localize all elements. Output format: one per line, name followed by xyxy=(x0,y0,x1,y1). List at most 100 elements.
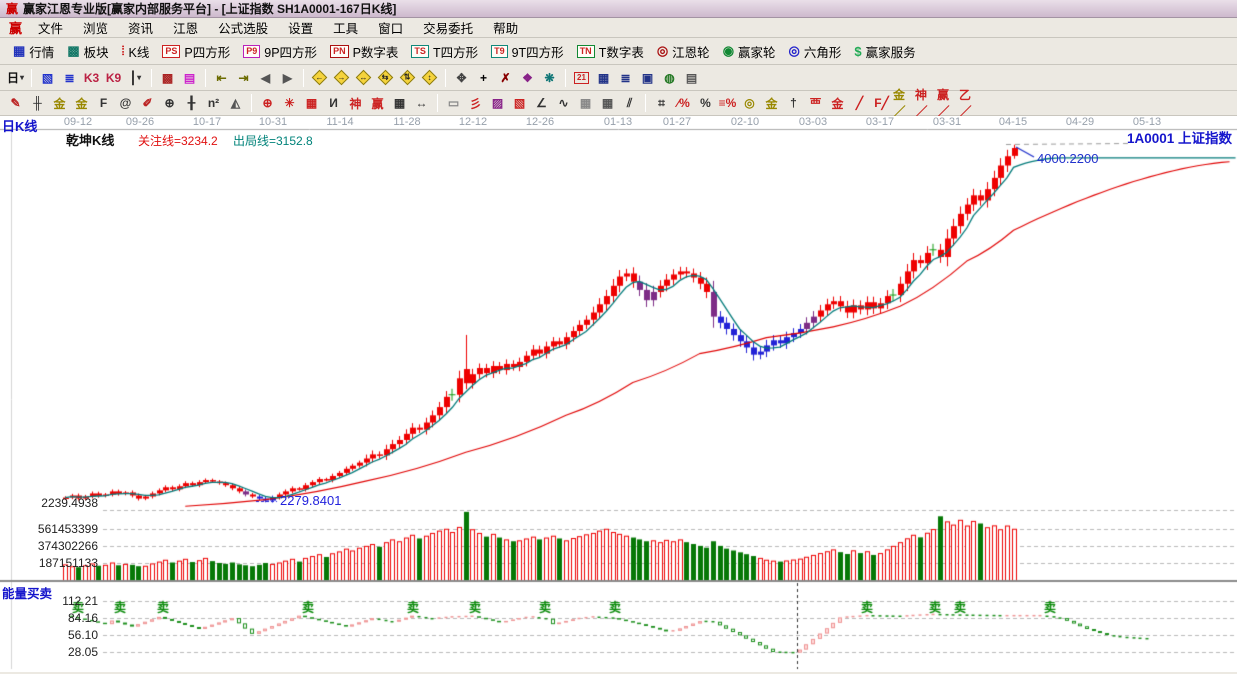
drag-hand-icon[interactable]: ✥ xyxy=(456,70,467,85)
fan-box2-icon[interactable]: ▧ xyxy=(513,96,526,110)
hexagon-button-label: 六角形 xyxy=(803,45,842,60)
grid-123-icon[interactable]: ▦ xyxy=(393,96,406,110)
angle-line-icon[interactable]: ╱ xyxy=(855,96,864,110)
fan-rays-icon[interactable]: 彡 xyxy=(469,96,482,111)
menu-item-江恩[interactable]: 江恩 xyxy=(173,22,199,36)
zoom-right-icon[interactable]: → xyxy=(331,68,352,88)
target-icon[interactable]: ⊕ xyxy=(262,96,273,110)
t-number-button[interactable]: TN T数字表 xyxy=(572,40,652,63)
p9-square-button[interactable]: P9 9P四方形 xyxy=(238,40,325,63)
gold-angle-icon[interactable]: 金 xyxy=(831,96,844,111)
volume-profile-icon[interactable]: ▤ xyxy=(183,70,196,85)
mark-tool-icon[interactable]: ✗ xyxy=(500,70,511,85)
menu-item-工具[interactable]: 工具 xyxy=(333,22,359,36)
calendar-icon[interactable]: 21 xyxy=(571,68,592,88)
fib-grid-icon[interactable]: F xyxy=(99,96,108,110)
gold-angle2-icon[interactable]: 金╱ xyxy=(893,88,906,119)
gold-grid2-icon[interactable]: 金 xyxy=(75,96,88,111)
period-day-button[interactable]: 日 ▾ xyxy=(6,71,25,85)
next-bar-icon[interactable]: ▶ xyxy=(282,70,293,85)
last-bar-icon[interactable]: ⇥ xyxy=(238,70,249,85)
knife-icon[interactable]: † xyxy=(790,96,797,110)
compress-horizontal-icon[interactable]: ⇆ xyxy=(375,68,396,88)
menu-item-浏览[interactable]: 浏览 xyxy=(83,22,109,36)
t9-square-button[interactable]: T9 9T四方形 xyxy=(486,40,572,63)
child-window-icon[interactable]: 赢 xyxy=(9,21,23,36)
draw-pencil-icon[interactable]: ✎ xyxy=(10,96,21,110)
rect-tool-icon[interactable]: ▭ xyxy=(447,96,460,110)
menu-item-交易委托[interactable]: 交易委托 xyxy=(423,22,474,36)
winner-wheel-button[interactable]: ◉ 赢家轮 xyxy=(718,40,784,63)
wave-icon[interactable]: И xyxy=(329,96,338,110)
calculator-icon[interactable]: ▦ xyxy=(597,70,610,85)
gann-flag-icon[interactable]: ❖ xyxy=(522,70,533,85)
chart-canvas[interactable] xyxy=(0,116,1237,672)
grid-box-icon[interactable]: ▦ xyxy=(305,96,318,110)
west-angle-icon[interactable]: 覀 xyxy=(809,96,822,111)
f-angle-icon[interactable]: F╱ xyxy=(874,96,889,110)
price-ruler-icon[interactable]: ⌗ xyxy=(658,95,665,110)
spiral-icon[interactable]: @ xyxy=(119,96,132,110)
kline-9-icon[interactable]: K9 xyxy=(105,70,122,85)
crosshair-icon[interactable]: + xyxy=(479,70,487,85)
pattern-brain-icon[interactable]: ❋ xyxy=(544,70,555,85)
prev-bar-icon[interactable]: ◀ xyxy=(260,70,271,85)
t-square-button[interactable]: TS T四方形 xyxy=(406,40,486,63)
small-scale-icon[interactable]: ╂ xyxy=(187,96,196,110)
menu-item-窗口[interactable]: 窗口 xyxy=(378,22,404,36)
winner-service-button[interactable]: $ 赢家服务 xyxy=(849,40,923,63)
ying-tool-icon[interactable]: 赢 xyxy=(371,96,384,111)
shen-angle-icon[interactable]: 神╱ xyxy=(915,88,928,119)
pattern-window-icon[interactable]: ▩ xyxy=(161,70,174,85)
winner-service-icon: $ xyxy=(854,43,862,59)
info-list-icon[interactable]: ≣ xyxy=(64,70,75,85)
hexagon-button[interactable]: ◎ 六角形 xyxy=(784,40,850,63)
compress-vertical-icon[interactable]: ⇅ xyxy=(397,68,418,88)
kline-button[interactable]: ⦙ K线 xyxy=(117,40,158,63)
menu-item-资讯[interactable]: 资讯 xyxy=(128,22,154,36)
quotes-button[interactable]: ▦ 行情 xyxy=(8,40,62,63)
p-number-button[interactable]: PN P数字表 xyxy=(325,40,406,63)
star-burst-icon[interactable]: ✳ xyxy=(284,96,295,110)
gann-wheel-button[interactable]: ◎ 江恩轮 xyxy=(652,40,718,63)
save-icon[interactable]: ▣ xyxy=(641,70,654,85)
percent-icon[interactable]: % xyxy=(700,96,711,110)
ying-angle-icon[interactable]: 赢╱ xyxy=(937,88,950,119)
expand-horizontal-icon[interactable]: ↔ xyxy=(353,68,374,88)
gold-circle-icon[interactable]: ◎ xyxy=(744,96,755,110)
zoom-select-icon[interactable]: ▧ xyxy=(41,70,54,85)
net-icon[interactable]: ◍ xyxy=(664,70,675,85)
expand-vertical-icon[interactable]: ↕ xyxy=(419,68,440,88)
notes-icon[interactable]: ≣ xyxy=(620,70,631,85)
printer-icon[interactable]: ▤ xyxy=(685,70,698,85)
zigzag-icon[interactable]: ∿ xyxy=(558,96,569,110)
span-arrows-icon[interactable]: ↔ xyxy=(415,96,428,110)
menu-item-设置[interactable]: 设置 xyxy=(288,22,314,36)
zoom-left-icon[interactable]: ← xyxy=(309,68,330,88)
dense-grid-icon[interactable]: ▦ xyxy=(579,96,592,110)
kline-3-icon[interactable]: K3 xyxy=(83,70,100,85)
brush-icon[interactable]: ✐ xyxy=(142,96,153,110)
fan-box-icon[interactable]: ▨ xyxy=(491,96,504,110)
menu-item-公式选股[interactable]: 公式选股 xyxy=(218,22,269,36)
n-squared-icon[interactable]: n² xyxy=(207,96,220,110)
yi-angle-icon[interactable]: 乙╱ xyxy=(959,88,972,119)
menu-item-文件[interactable]: 文件 xyxy=(38,22,64,36)
shen-tool-icon[interactable]: 神 xyxy=(349,96,362,111)
trend-angles-icon[interactable]: ∠ xyxy=(536,96,547,110)
gold-line-icon[interactable]: 金 xyxy=(765,96,778,111)
gann-scale-icon[interactable]: ╫ xyxy=(33,96,42,110)
p-square-button[interactable]: PS P四方形 xyxy=(157,40,238,63)
candle-style-button[interactable]: ⎮ ▾ xyxy=(129,70,142,85)
toolbar-separator xyxy=(645,94,646,112)
mirror-icon[interactable]: ◭ xyxy=(230,96,241,110)
dense-grid2-icon[interactable]: ▦ xyxy=(601,96,614,110)
gold-grid-icon[interactable]: 金 xyxy=(53,96,66,111)
percent-slash-icon[interactable]: ∕% xyxy=(677,96,690,110)
sectors-button[interactable]: ▩ 板块 xyxy=(62,40,116,63)
parallel-lines-icon[interactable]: ⫽ xyxy=(626,95,633,110)
cycle-clock-icon[interactable]: ⊕ xyxy=(164,96,175,110)
first-bar-icon[interactable]: ⇤ xyxy=(216,70,227,85)
percent-levels-icon[interactable]: ≡% xyxy=(718,96,737,110)
menu-item-帮助[interactable]: 帮助 xyxy=(493,22,519,36)
